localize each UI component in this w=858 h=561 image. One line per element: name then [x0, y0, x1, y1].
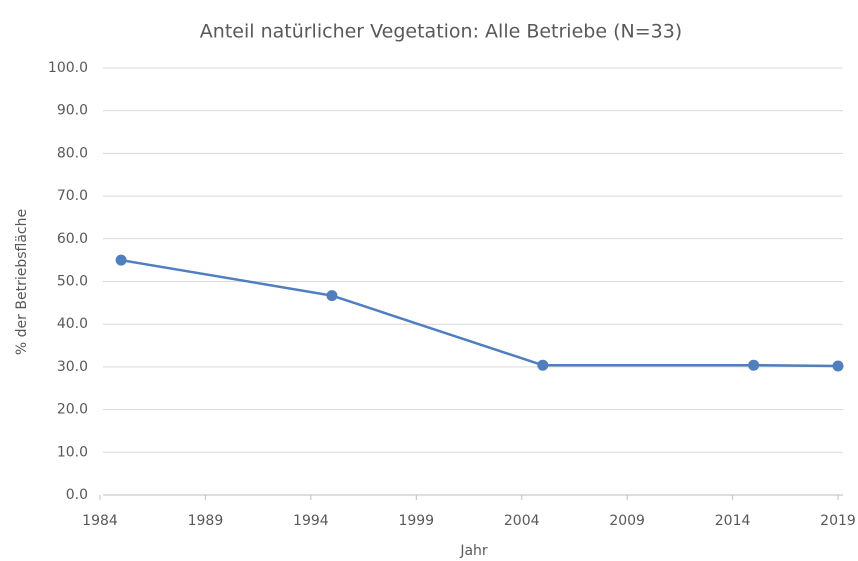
x-tick-label: 1984: [82, 513, 118, 529]
y-tick-label: 60.0: [57, 231, 88, 247]
x-tick-label: 2009: [609, 513, 645, 529]
x-tick-label: 2014: [715, 513, 751, 529]
y-tick-label: 80.0: [57, 145, 88, 161]
y-tick-label: 0.0: [66, 487, 88, 503]
x-tick-label: 1989: [188, 513, 224, 529]
data-point: [748, 359, 760, 371]
x-tick-label: 2004: [504, 513, 540, 529]
y-tick-label: 40.0: [57, 316, 88, 332]
data-point: [537, 359, 549, 371]
y-tick-label: 100.0: [48, 60, 88, 76]
y-tick-label: 50.0: [57, 274, 88, 290]
y-tick-label: 30.0: [57, 359, 88, 375]
y-tick-label: 10.0: [57, 444, 88, 460]
x-tick-label: 1994: [293, 513, 329, 529]
x-axis-label: Jahr: [459, 543, 488, 559]
y-tick-label: 90.0: [57, 103, 88, 119]
y-tick-label: 20.0: [57, 402, 88, 418]
data-point: [832, 360, 844, 372]
series-line: [120, 258, 839, 368]
x-tick-label: 1999: [398, 513, 434, 529]
y-tick-label: 70.0: [57, 188, 88, 204]
data-point: [115, 254, 127, 266]
y-axis-label: % der Betriebsfläche: [14, 209, 30, 355]
chart-title: Anteil natürlicher Vegetation: Alle Betr…: [200, 21, 682, 43]
data-point: [326, 290, 338, 302]
x-tick-label: 2019: [820, 513, 856, 529]
